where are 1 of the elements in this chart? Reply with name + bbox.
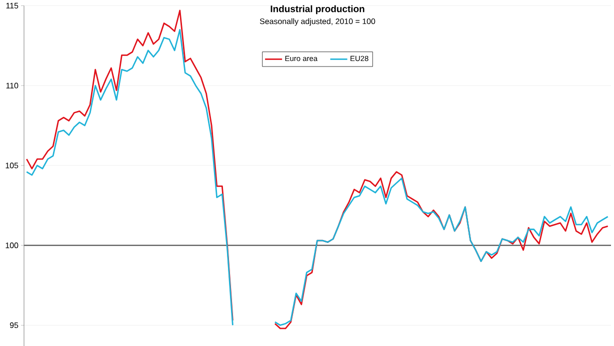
chart-title: Industrial production [270, 5, 364, 14]
